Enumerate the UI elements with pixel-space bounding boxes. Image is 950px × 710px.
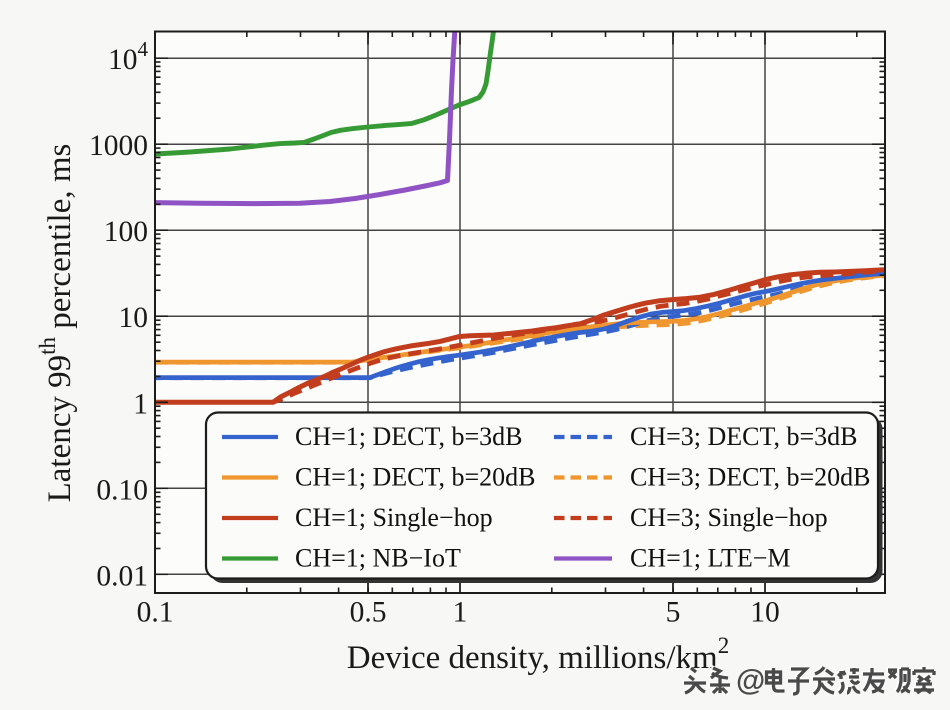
svg-text:0.01: 0.01 [96, 560, 148, 592]
svg-text:CH=1; NB−IoT: CH=1; NB−IoT [295, 544, 461, 573]
svg-text:0.10: 0.10 [96, 474, 148, 506]
svg-text:1: 1 [453, 597, 468, 629]
svg-text:CH=1; DECT, b=3dB: CH=1; DECT, b=3dB [295, 422, 522, 451]
svg-text:Latency 99th percentile, ms: Latency 99th percentile, ms [35, 144, 78, 503]
svg-text:0.1: 0.1 [137, 597, 174, 629]
svg-text:10: 10 [750, 597, 780, 629]
svg-text:10: 10 [119, 302, 149, 334]
svg-text:CH=3; DECT, b=3dB: CH=3; DECT, b=3dB [630, 422, 857, 451]
svg-text:Device density, millions/km2: Device density, millions/km2 [347, 633, 729, 676]
svg-text:@: @ [736, 664, 765, 697]
svg-text:1: 1 [133, 388, 148, 420]
svg-text:1000: 1000 [89, 130, 148, 162]
svg-text:CH=1; Single−hop: CH=1; Single−hop [295, 503, 493, 532]
svg-text:0.5: 0.5 [350, 597, 387, 629]
svg-text:100: 100 [104, 216, 148, 248]
svg-text:CH=3; DECT, b=20dB: CH=3; DECT, b=20dB [630, 463, 870, 492]
svg-text:CH=1; LTE−M: CH=1; LTE−M [630, 544, 791, 573]
svg-text:5: 5 [666, 597, 681, 629]
svg-text:CH=1; DECT, b=20dB: CH=1; DECT, b=20dB [295, 463, 535, 492]
svg-text:CH=3; Single−hop: CH=3; Single−hop [630, 503, 828, 532]
